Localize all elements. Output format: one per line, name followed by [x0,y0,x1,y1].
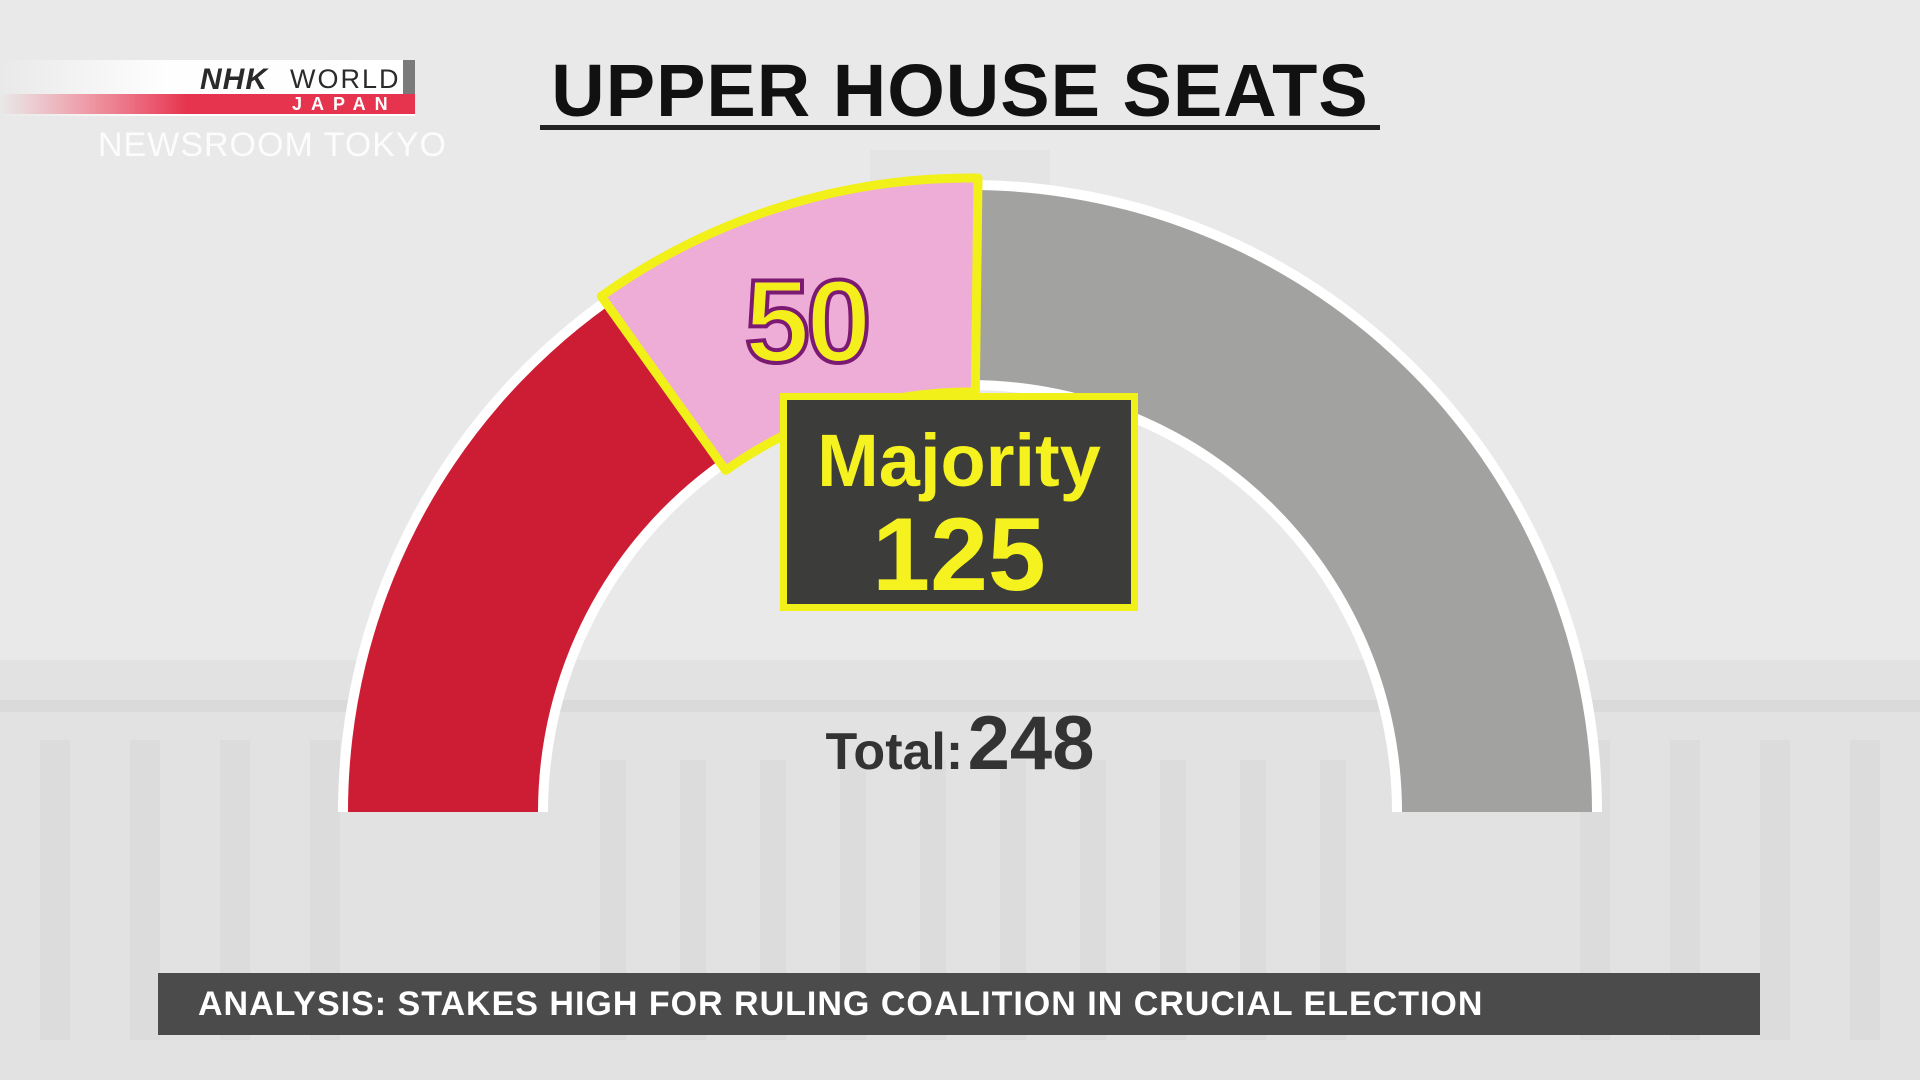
seat-segment-1 [348,306,719,812]
chart-title: UPPER HOUSE SEATS [551,49,1369,132]
headline-ticker: ANALYSIS: STAKES HIGH FOR RULING COALITI… [158,973,1760,1035]
seat-segment-3 [975,190,1592,812]
majority-label: Majority [817,419,1101,502]
logo-red-bar [0,94,415,114]
highlighted-segment-value: 50 [742,254,873,390]
world-logo: WORLD [290,64,401,94]
total-value: 248 [967,701,1095,786]
total-label: Total: [825,723,964,781]
logo-gray-tab [403,60,415,94]
nhk-logo: NHK [200,63,268,96]
majority-box: Majority 125 [780,393,1138,613]
japan-logo: JAPAN [292,94,397,114]
total-readout: Total: 248 [600,700,1320,787]
program-name: NEWSROOM TOKYO [98,126,448,164]
title-underline [540,125,1380,130]
majority-value: 125 [872,497,1046,613]
